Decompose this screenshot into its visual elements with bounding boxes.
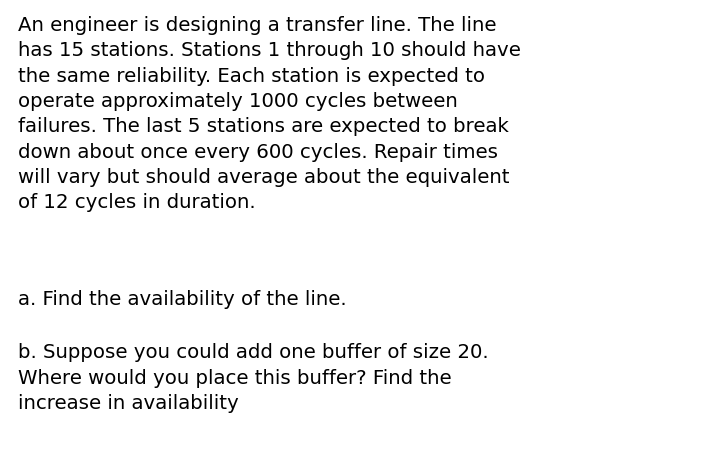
- Text: An engineer is designing a transfer line. The line
has 15 stations. Stations 1 t: An engineer is designing a transfer line…: [18, 16, 521, 212]
- Text: a. Find the availability of the line.: a. Find the availability of the line.: [18, 290, 346, 309]
- Text: b. Suppose you could add one buffer of size 20.
Where would you place this buffe: b. Suppose you could add one buffer of s…: [18, 343, 489, 413]
